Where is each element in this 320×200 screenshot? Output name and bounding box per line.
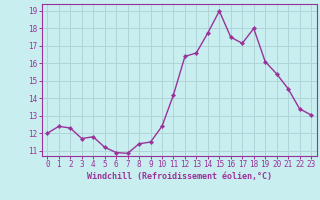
X-axis label: Windchill (Refroidissement éolien,°C): Windchill (Refroidissement éolien,°C) [87,172,272,181]
